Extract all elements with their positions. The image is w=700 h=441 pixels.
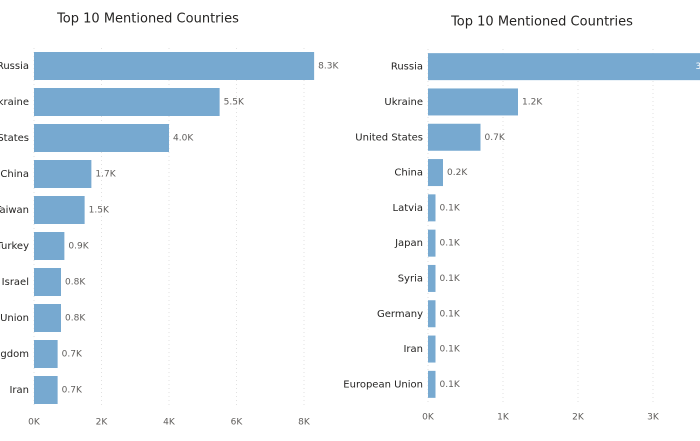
category-label: China: [0, 169, 29, 180]
bar: [428, 335, 436, 363]
value-label: 0.1K: [440, 309, 461, 319]
bar: [428, 53, 700, 81]
category-label: Iran: [9, 385, 29, 396]
category-label: Taiwan: [0, 205, 29, 216]
value-label: 0.8K: [65, 314, 86, 324]
value-label: 0.2K: [447, 168, 468, 178]
category-label: Russia: [391, 62, 423, 73]
value-label: 4.0K: [173, 134, 194, 144]
bar: [428, 370, 436, 398]
category-label: Union: [0, 313, 29, 324]
bar: [34, 52, 315, 80]
value-label: 8.3K: [318, 62, 339, 72]
category-label: States: [0, 133, 29, 144]
value-label: 0.9K: [68, 242, 89, 252]
bar: [428, 123, 481, 151]
bar: [428, 300, 436, 328]
x-tick-label: 1K: [497, 413, 510, 423]
value-label: 0.1K: [440, 380, 461, 390]
bar: [428, 88, 518, 116]
value-label: 0.1K: [440, 274, 461, 284]
bar: [34, 376, 58, 404]
bar: [34, 160, 92, 188]
bar: [34, 196, 85, 224]
bar: [428, 229, 436, 257]
chart-title: Top 10 Mentioned Countries: [56, 12, 239, 27]
value-label: 0.8K: [65, 278, 86, 288]
category-label: United States: [355, 132, 423, 143]
bar: [428, 194, 436, 222]
value-label: 0.1K: [440, 345, 461, 355]
x-tick-label: 0K: [422, 413, 435, 423]
value-label: 0.1K: [440, 239, 461, 249]
category-label: Turkey: [0, 241, 29, 252]
value-label: 1.2K: [522, 97, 543, 107]
x-tick-label: 8K: [298, 418, 311, 428]
bar: [34, 124, 169, 152]
category-label: Germany: [377, 309, 423, 320]
value-label: 0.1K: [440, 203, 461, 213]
chart-title: Top 10 Mentioned Countries: [450, 15, 633, 30]
bar: [428, 264, 436, 292]
bar: [34, 232, 65, 260]
value-label: 5.5K: [224, 98, 245, 108]
x-tick-label: 4K: [163, 418, 176, 428]
category-label: Ukraine: [384, 97, 423, 108]
value-label: 0.7K: [62, 350, 83, 360]
category-label: Syria: [398, 273, 423, 284]
category-label: Ukraine: [0, 97, 29, 108]
bar: [34, 268, 61, 296]
value-label: 0.7K: [62, 386, 83, 396]
category-label: Israel: [2, 277, 29, 288]
value-label: 1.5K: [89, 206, 110, 216]
x-tick-label: 2K: [96, 418, 109, 428]
value-label: 1.7K: [95, 170, 116, 180]
value-label: 0.7K: [485, 133, 506, 143]
category-label: European Union: [343, 379, 423, 390]
bar: [428, 159, 443, 187]
x-tick-label: 6K: [231, 418, 244, 428]
category-label: Latvia: [393, 203, 423, 214]
category-label: Japan: [394, 238, 423, 249]
bar: [34, 304, 61, 332]
x-tick-label: 0K: [28, 418, 41, 428]
category-label: China: [394, 168, 423, 179]
x-tick-label: 2K: [572, 413, 585, 423]
category-label: ngdom: [0, 349, 29, 360]
category-label: Iran: [403, 344, 423, 355]
category-label: Russia: [0, 61, 29, 72]
x-tick-label: 3K: [647, 413, 660, 423]
value-label: 3.9K: [696, 62, 700, 72]
bar: [34, 88, 220, 116]
bar: [34, 340, 58, 368]
